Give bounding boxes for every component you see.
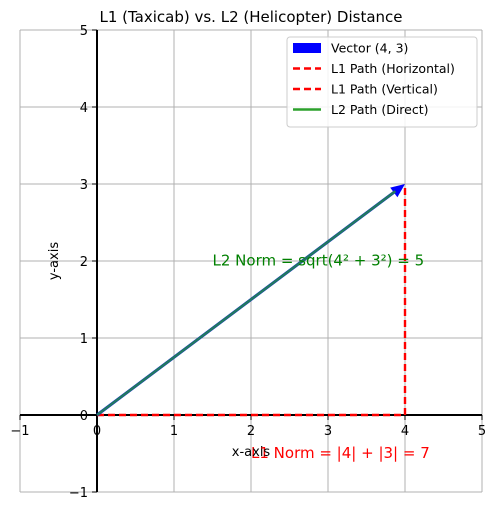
legend-entry-label: L1 Path (Vertical) (331, 82, 438, 97)
series-l2-path-direct (96, 190, 397, 417)
annotations: L2 Norm = sqrt(4² + 3²) = 5 L1 Norm = |4|… (213, 252, 430, 463)
x-tick-label: 2 (247, 424, 255, 439)
legend-entry-label: Vector (4, 3) (331, 41, 408, 56)
legend-entry-label: L1 Path (Horizontal) (331, 61, 455, 76)
annotation-l2-norm: L2 Norm = sqrt(4² + 3²) = 5 (213, 252, 425, 270)
legend: Vector (4, 3) L1 Path (Horizontal) L1 Path… (286, 36, 478, 128)
x-tick-label: 4 (401, 424, 409, 439)
x-tick-label: 3 (324, 424, 332, 439)
legend-swatch-vector (293, 43, 321, 53)
y-tick-label: 5 (80, 24, 88, 39)
vector-arrow-head (390, 184, 405, 198)
y-tick-label: 3 (80, 178, 88, 193)
y-tick-label: 1 (80, 332, 88, 347)
x-tick-label: 0 (93, 424, 101, 439)
chart-title: L1 (Taxicab) vs. L2 (Helicopter) Distanc… (99, 8, 402, 26)
y-tick-label: 0 (80, 409, 88, 424)
plot-series (96, 184, 407, 417)
legend-entry-label: L2 Path (Direct) (331, 102, 429, 117)
y-tick-label: 2 (80, 255, 88, 270)
y-tick-label: 4 (80, 101, 88, 116)
x-tick-label: −1 (10, 424, 29, 439)
annotation-l1-norm: L1 Norm = |4| + |3| = 7 (251, 444, 430, 462)
y-axis-label: y-axis (47, 242, 62, 280)
x-tick-label: 1 (170, 424, 178, 439)
legend-box (286, 36, 478, 128)
x-axis-label: x-axis (232, 445, 271, 460)
y-tick-label: −1 (69, 486, 88, 501)
x-tick-label: 5 (478, 424, 486, 439)
